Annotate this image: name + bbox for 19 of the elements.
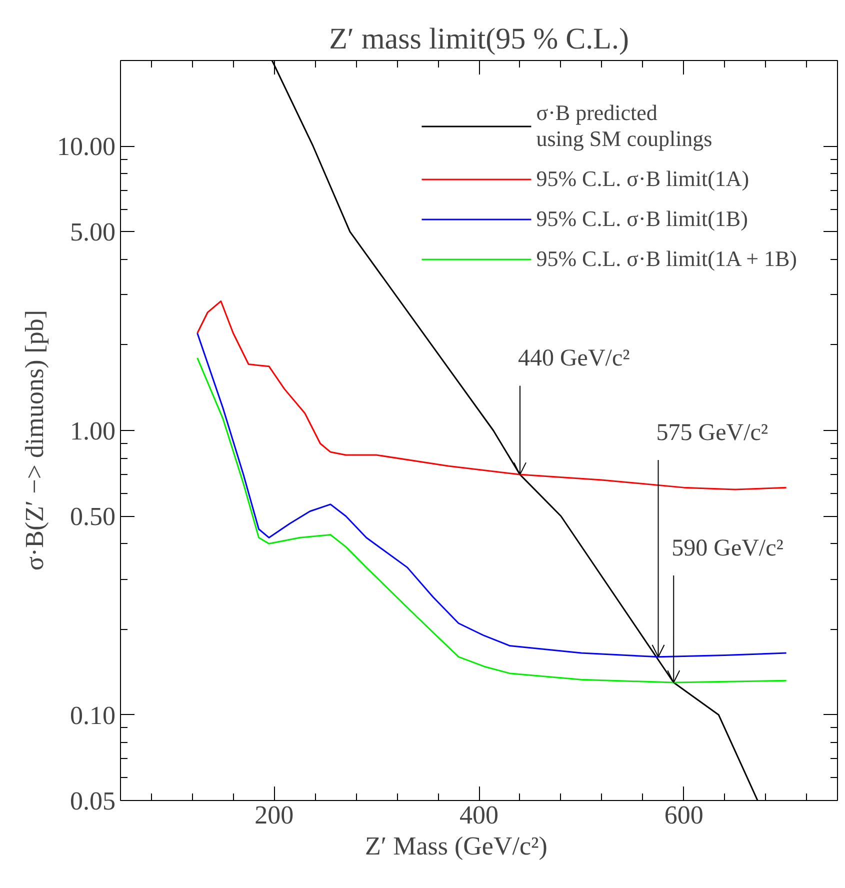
annotation: 590 GeV/c² [672, 535, 784, 562]
x-tick-label: 200 [254, 800, 294, 830]
y-tick-label: 1.00 [70, 416, 116, 446]
legend-label: 95% C.L. σ·B limit(1A) [536, 166, 750, 192]
y-tick-label: 0.10 [70, 700, 116, 730]
y-axis-title: σ·B(Z′ −> dimuons) [pb] [20, 310, 49, 571]
y-tick-label: 10.00 [57, 132, 116, 162]
chart-title: Z′ mass limit(95 % C.L.) [329, 22, 629, 56]
y-tick-label: 0.05 [70, 786, 116, 816]
x-axis-title: Z′ Mass (GeV/c²) [365, 832, 548, 860]
legend-label: 95% C.L. σ·B limit(1B) [536, 206, 748, 232]
y-tick-label: 5.00 [70, 218, 116, 247]
x-tick-label: 600 [664, 800, 704, 830]
x-tick-label: 400 [460, 800, 498, 830]
legend-label: σ·B predicted using SM couplings [536, 100, 712, 152]
annotation: 440 GeV/c² [518, 346, 630, 372]
y-tick-label: 0.50 [70, 502, 116, 532]
legend-label: 95% C.L. σ·B limit(1A + 1B) [536, 246, 797, 272]
annotation: 575 GeV/c² [656, 420, 768, 446]
